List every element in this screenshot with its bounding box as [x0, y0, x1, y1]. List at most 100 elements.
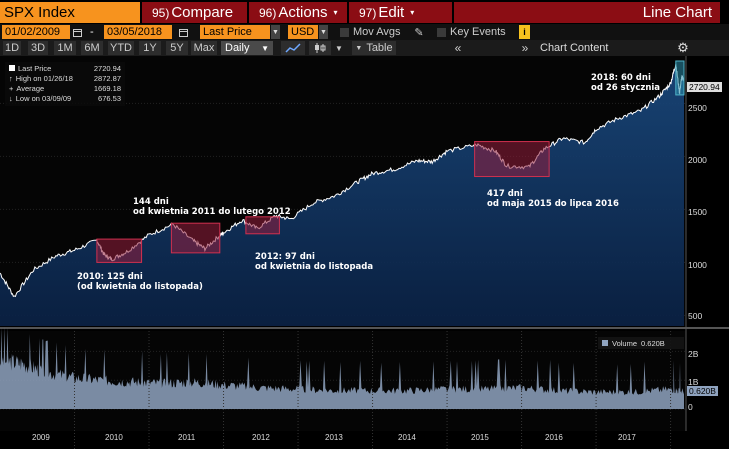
annotation-detail: od kwietnia do listopada [255, 262, 374, 272]
frequency-label: Daily [225, 42, 250, 54]
period-max[interactable]: Max [191, 41, 217, 55]
actions-dropdown-icon: ▾ [333, 8, 338, 17]
table-button[interactable]: ▼ Table [352, 41, 396, 55]
annotation-2012: 2012: 97 dni od kwietnia do listopada [255, 252, 373, 272]
volume-area [0, 326, 684, 409]
mov-avgs-label: Mov Avgs [353, 26, 401, 38]
x-tick-2010: 2010 [105, 433, 123, 442]
x-tick-2015: 2015 [471, 433, 489, 442]
start-date-input[interactable]: 01/02/2009 [2, 25, 70, 39]
period-1y[interactable]: 1Y [139, 41, 161, 55]
x-tick-2011: 2011 [178, 433, 196, 442]
price-field-dropdown-icon[interactable]: ▼ [271, 25, 280, 39]
annotation-detail: od kwietnia 2011 do lutego 2012 [133, 207, 291, 217]
highlight-boxes [96, 60, 685, 263]
chart-type-title: Line Chart [454, 2, 720, 23]
highlight-box [675, 60, 685, 96]
security-title[interactable]: SPX Index [0, 2, 140, 23]
vol-tick-1b: 1B [688, 377, 699, 387]
annotation-detail: od maja 2015 do lipca 2016 [487, 199, 619, 209]
volume-plot-background [0, 331, 686, 431]
legend-label: Average [16, 84, 45, 93]
key-events-toggle[interactable]: Key Events [437, 25, 517, 39]
compare-button[interactable]: 95) Compare [142, 2, 247, 23]
calendar-icon [178, 28, 188, 37]
period-bar: 1D 3D 1M 6M YTD 1Y 5Y Max Daily ▼ ▼ ▼ Ta… [0, 40, 729, 56]
end-date-input[interactable]: 03/05/2018 [104, 25, 172, 39]
collapse-chevron-icon[interactable]: « [454, 41, 462, 55]
volume-legend-value: 0.620B [641, 338, 665, 348]
compare-number: 95) [152, 5, 170, 20]
annotation-detail: (od kwietnia do listopada) [77, 282, 203, 292]
currency-dropdown-icon[interactable]: ▼ [319, 25, 328, 39]
period-3d[interactable]: 3D [28, 41, 48, 55]
candlestick-icon [315, 43, 326, 53]
key-events-checkbox[interactable] [437, 27, 446, 37]
legend-value: 676.53 [98, 94, 121, 103]
annotation-title: 144 dni [133, 197, 169, 207]
mov-avgs-toggle[interactable]: Mov Avgs [340, 25, 416, 39]
period-6m[interactable]: 6M [81, 41, 103, 55]
expand-chevron-icon[interactable]: » [521, 41, 529, 55]
actions-label: Actions [278, 4, 328, 21]
down-arrow-icon: ↓ [9, 94, 13, 103]
frequency-select[interactable]: Daily ▼ [221, 41, 273, 55]
volume-swatch-icon [602, 340, 608, 346]
info-icon[interactable]: i [519, 25, 530, 39]
annotation-2010: 2010: 125 dni (od kwietnia do listopada) [77, 272, 203, 292]
up-arrow-icon: ↑ [9, 74, 13, 83]
currency-select[interactable]: USD [288, 25, 318, 39]
legend-row-low: ↓ Low on 03/09/09 676.53 [9, 94, 121, 103]
settings-bar: 01/02/2009 - 03/05/2018 Last Price ▼ USD… [0, 24, 729, 40]
top-toolbar: SPX Index 95) Compare 96) Actions ▾ 97) … [0, 0, 729, 24]
x-tick-2013: 2013 [325, 433, 343, 442]
price-legend: Last Price 2720.94 ↑ High on 01/26/18 28… [5, 62, 125, 106]
vol-tick-0: 0 [688, 402, 693, 412]
legend-row-last-price: Last Price 2720.94 [9, 64, 121, 73]
candle-chart-style-button[interactable] [309, 41, 331, 55]
date-separator: - [90, 26, 94, 38]
y-tick-2000: 2000 [688, 155, 707, 165]
x-tick-2009: 2009 [32, 433, 50, 442]
legend-value: 1669.18 [93, 84, 121, 93]
y-tick-500: 500 [688, 311, 703, 321]
actions-number: 96) [259, 5, 277, 20]
edit-dropdown-icon: ▾ [410, 8, 415, 17]
period-5y[interactable]: 5Y [166, 41, 188, 55]
period-ytd[interactable]: YTD [108, 41, 134, 55]
chart-style-dropdown-icon[interactable]: ▼ [335, 43, 343, 53]
pencil-icon[interactable]: ✎ [414, 26, 424, 39]
x-tick-2017: 2017 [618, 433, 636, 442]
legend-row-high: ↑ High on 01/26/18 2872.87 [9, 74, 121, 83]
annotation-title: 417 dni [487, 189, 523, 199]
highlight-box [170, 222, 221, 254]
key-events-label: Key Events [450, 26, 506, 38]
y-tick-1500: 1500 [688, 207, 707, 217]
gear-icon[interactable]: ⚙ [677, 40, 689, 55]
annotation-title: 2010: 125 dni [77, 272, 143, 282]
period-1m[interactable]: 1M [54, 41, 76, 55]
period-1d[interactable]: 1D [3, 41, 21, 55]
mov-avgs-checkbox[interactable] [340, 27, 349, 37]
end-calendar-icon[interactable] [178, 25, 188, 39]
legend-value: 2720.94 [93, 64, 121, 73]
chart-content-label[interactable]: Chart Content [540, 42, 609, 54]
frequency-dropdown-icon: ▼ [261, 43, 269, 53]
annotation-title: 2018: 60 dni [591, 73, 651, 83]
annotation-2015: 417 dni od maja 2015 do lipca 2016 [487, 189, 619, 209]
highlight-box [474, 141, 550, 178]
start-calendar-icon[interactable] [72, 25, 82, 39]
line-chart-style-button[interactable] [281, 41, 305, 55]
legend-label: High on 01/26/18 [15, 74, 73, 83]
x-tick-2016: 2016 [545, 433, 563, 442]
annotation-detail: od 26 stycznia [591, 83, 661, 93]
highlight-box [96, 238, 143, 263]
annotation-title: 2012: 97 dni [255, 252, 315, 262]
edit-button[interactable]: 97) Edit ▾ [349, 2, 452, 23]
actions-button[interactable]: 96) Actions ▾ [249, 2, 347, 23]
white-square-icon [9, 65, 15, 71]
calendar-icon [72, 28, 82, 37]
price-field-select[interactable]: Last Price [200, 25, 270, 39]
annotation-2011: 144 dni od kwietnia 2011 do lutego 2012 [133, 197, 291, 217]
vol-tick-2b: 2B [688, 349, 699, 359]
